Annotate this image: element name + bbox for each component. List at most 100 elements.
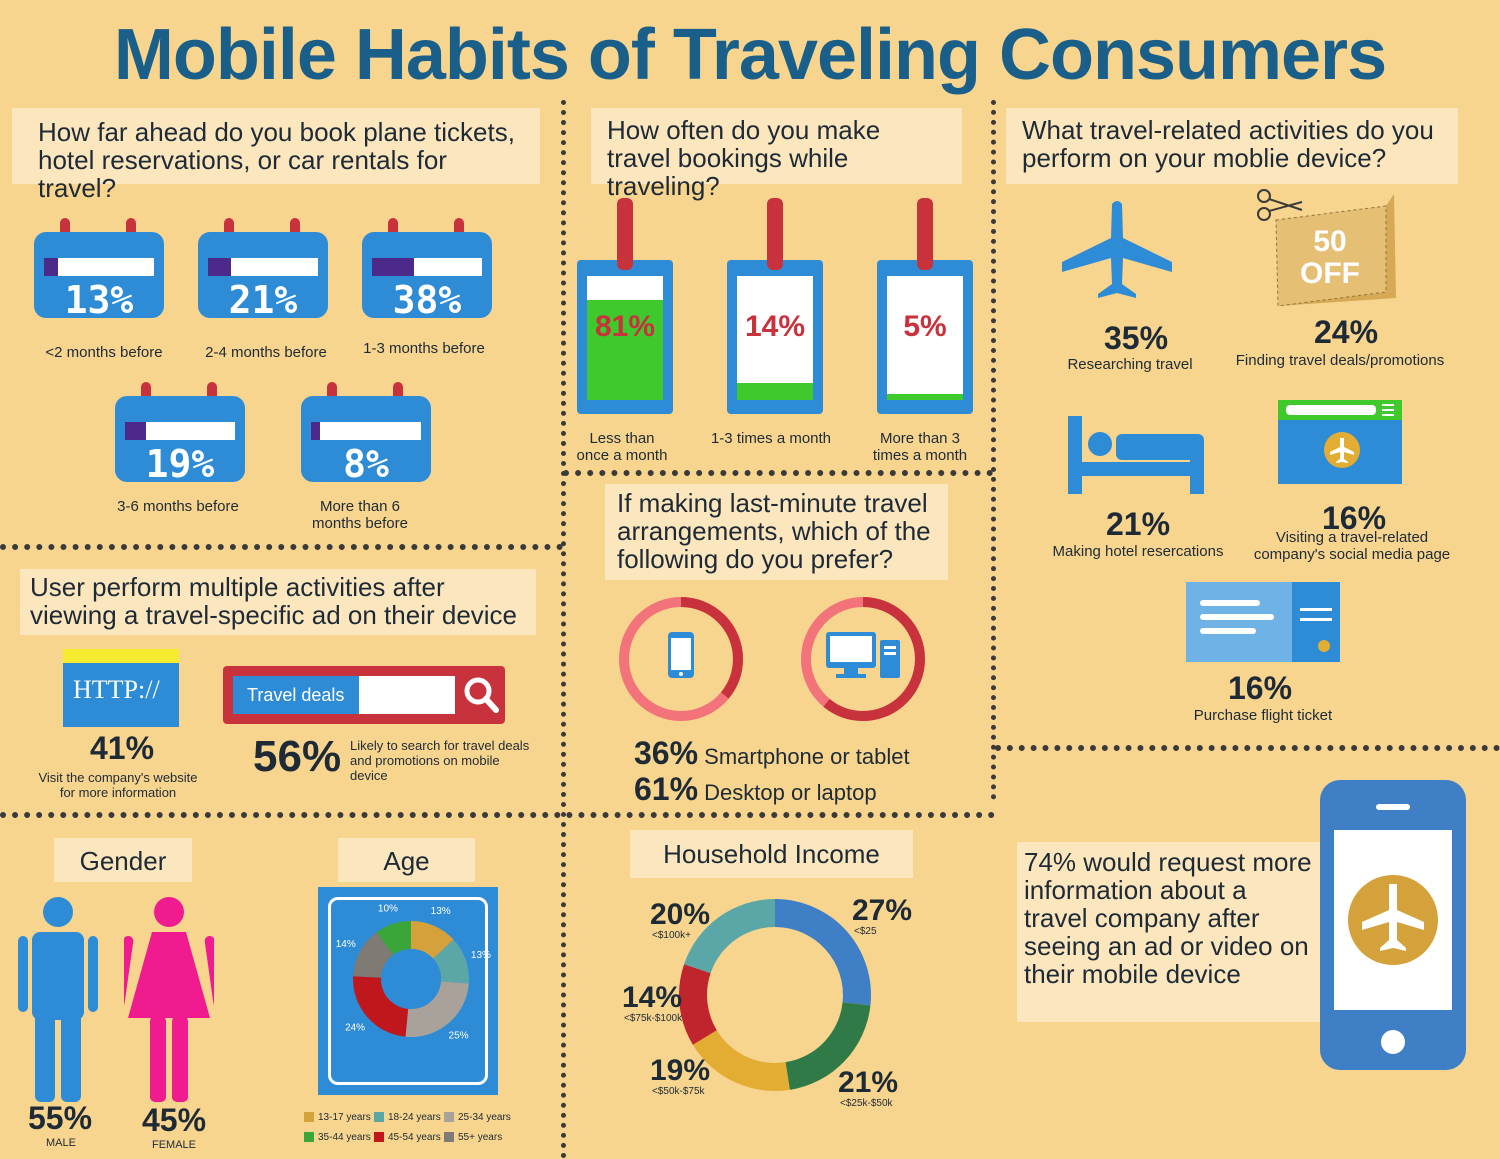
divider — [0, 812, 995, 818]
search-bar: Travel deals — [223, 666, 505, 724]
age-legend: 13-17 years 18-24 years 25-34 years 35-44 y… — [304, 1112, 534, 1152]
frequency-pct: 81% — [594, 310, 656, 343]
scissors-icon — [1257, 189, 1396, 307]
male-icon — [18, 897, 98, 1102]
income-title: Household Income — [630, 830, 913, 878]
age-slice — [405, 981, 469, 1037]
calendar-icon: 8% — [301, 382, 431, 486]
frequency-pct: 5% — [903, 310, 947, 343]
device-label: Smartphone or tablet — [704, 744, 910, 769]
income-slice-pct: 27% — [852, 894, 912, 927]
browser-icon — [1278, 400, 1402, 484]
desktop-ring — [801, 597, 925, 721]
frequency-pct: 14% — [744, 310, 806, 343]
luggage-tag-icon: 81% — [577, 198, 673, 418]
divider — [561, 100, 566, 1159]
income-slice — [684, 899, 775, 974]
divider — [0, 544, 563, 550]
income-slice-label: <$75k-$100k — [624, 1013, 683, 1024]
page-title: Mobile Habits of Traveling Consumers — [113, 15, 1387, 95]
smartphone-ring — [619, 597, 743, 721]
last-minute-question: If making last-minute travel arrangement… — [605, 484, 948, 580]
income-slice — [692, 1030, 790, 1091]
after-ad-question: User perform multiple activities after v… — [20, 569, 536, 635]
activity-pct: 16% — [1228, 670, 1293, 706]
age-legend-item: 25-34 years — [444, 1112, 511, 1123]
income-slice-label: <$50k-$75k — [652, 1086, 706, 1097]
age-slice-label: 25% — [449, 1031, 469, 1042]
calendar-icon: 13% — [34, 218, 164, 322]
income-slice-label: <$25 — [854, 926, 877, 937]
search-placeholder: Travel deals — [233, 676, 359, 714]
age-legend-item: 55+ years — [444, 1132, 502, 1143]
activity-pct: 16% — [1322, 500, 1387, 536]
device-pct: 36% — [634, 735, 699, 771]
frequency-label: More than 3 times a month — [872, 430, 968, 464]
booking-label: More than 6 months before — [312, 498, 408, 532]
device-label: Desktop or laptop — [704, 780, 877, 805]
female-icon — [124, 897, 214, 1102]
activity-pct: 24% — [1314, 314, 1379, 350]
age-slice-label: 24% — [345, 1022, 365, 1033]
income-slice-pct: 21% — [838, 1066, 898, 1099]
income-slice-label: <$100k+ — [652, 930, 691, 941]
booking-pct: 19% — [145, 442, 215, 486]
divider — [995, 745, 1500, 751]
booking-label: 1-3 months before — [363, 340, 485, 357]
income-slice — [785, 1002, 871, 1090]
age-legend-item: 13-17 years — [304, 1112, 371, 1123]
device-row: 36% Smartphone or tablet — [634, 735, 910, 772]
activity-label: Making hotel resercations — [1052, 543, 1224, 560]
income-slice — [679, 964, 717, 1045]
activity-pct: 35% — [1104, 320, 1169, 356]
booking-pct: 13% — [64, 278, 134, 322]
female-label: FEMALE — [151, 1139, 196, 1151]
search-input — [359, 676, 455, 714]
male-pct: 55% — [28, 1100, 93, 1136]
booking-ahead-question: How far ahead do you book plane tickets,… — [12, 108, 540, 202]
calendar-icon: 38% — [362, 218, 492, 322]
activity-pct: 21% — [1106, 506, 1171, 542]
coupon-text: 50 OFF — [1300, 225, 1360, 290]
age-slice — [433, 939, 469, 984]
activity-label: Finding travel deals/promotions — [1235, 352, 1445, 369]
frequency-label: 1-3 times a month — [710, 430, 832, 447]
booking-pct: 21% — [228, 278, 298, 322]
ticket-icon — [1186, 582, 1340, 662]
income-slice-pct: 19% — [650, 1054, 710, 1087]
age-slice — [353, 932, 394, 978]
female-pct: 45% — [142, 1102, 207, 1138]
booking-label: <2 months before — [45, 344, 163, 361]
activities-question: What travel-related activities do you pe… — [1006, 108, 1458, 184]
age-slice — [376, 921, 411, 955]
age-slice-label: 13% — [471, 950, 491, 961]
request-info-box — [1017, 842, 1327, 1022]
age-slice-label: 10% — [378, 904, 398, 915]
age-slice-label: 13% — [431, 906, 451, 917]
frequency-label: Less than once a month — [576, 430, 668, 464]
device-pct: 61% — [634, 771, 699, 807]
search-pct: 56% — [253, 732, 342, 781]
request-info-text: 74% would request more information about… — [1024, 847, 1312, 989]
device-row: 61% Desktop or laptop — [634, 771, 877, 808]
divider — [991, 100, 996, 800]
age-donut-chart: 13% 13% 25% 24% 14% 10% — [336, 904, 491, 1042]
gender-title: Gender — [54, 838, 192, 882]
calendar-icon: 19% — [115, 382, 245, 486]
activity-label: Purchase flight ticket — [1193, 707, 1333, 724]
age-slice — [353, 976, 409, 1037]
age-legend-item: 18-24 years — [374, 1112, 441, 1123]
activity-label: Visiting a travel-related company's soci… — [1253, 529, 1451, 563]
visit-label: Visit the company's website for more inf… — [38, 770, 198, 800]
booking-label: 3-6 months before — [117, 498, 239, 515]
luggage-tag-icon: 14% — [727, 198, 823, 418]
http-text: HTTP:// — [73, 675, 160, 704]
airplane-icon — [1062, 201, 1172, 298]
bed-icon — [1068, 416, 1204, 494]
visit-pct: 41% — [90, 730, 155, 766]
bookings-question: How often do you make travel bookings wh… — [591, 108, 962, 200]
activity-label: Researching travel — [1067, 356, 1193, 373]
male-label: MALE — [46, 1137, 76, 1149]
calendar-icon: 21% — [198, 218, 328, 322]
luggage-tag-icon: 5% — [877, 198, 973, 418]
